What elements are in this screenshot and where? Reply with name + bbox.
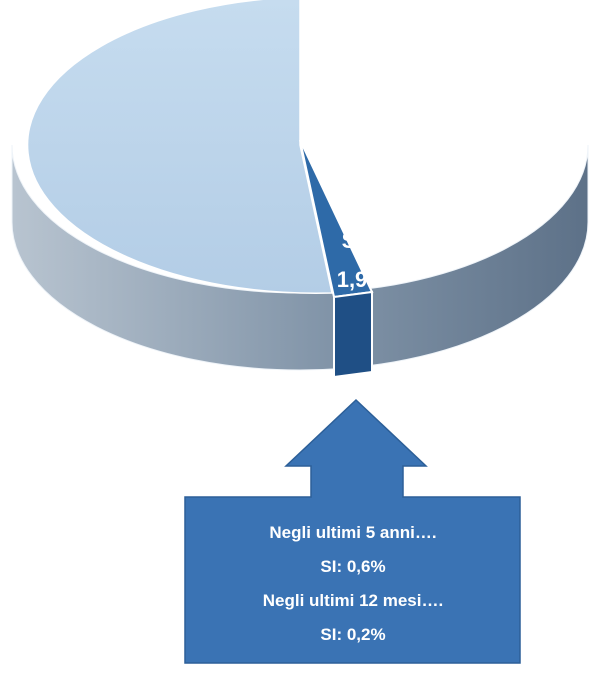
callout-line-4: SI: 0,2% <box>320 625 385 644</box>
callout-line-2: SI: 0,6% <box>320 557 385 576</box>
pie-slice-si-side <box>333 290 373 379</box>
slice-value-si: 1,9 <box>337 267 368 292</box>
callout-line-1: Negli ultimi 5 anni…. <box>269 523 436 542</box>
pie-side <box>11 144 589 371</box>
callout-arrow-box <box>184 398 521 664</box>
slice-value-no: 98,1 <box>331 110 374 135</box>
slice-label-si: SI <box>342 228 363 253</box>
callout-line-3: Negli ultimi 12 mesi…. <box>263 591 443 610</box>
pie-slice-no <box>26 0 333 294</box>
slice-label-no: NO <box>339 72 372 97</box>
